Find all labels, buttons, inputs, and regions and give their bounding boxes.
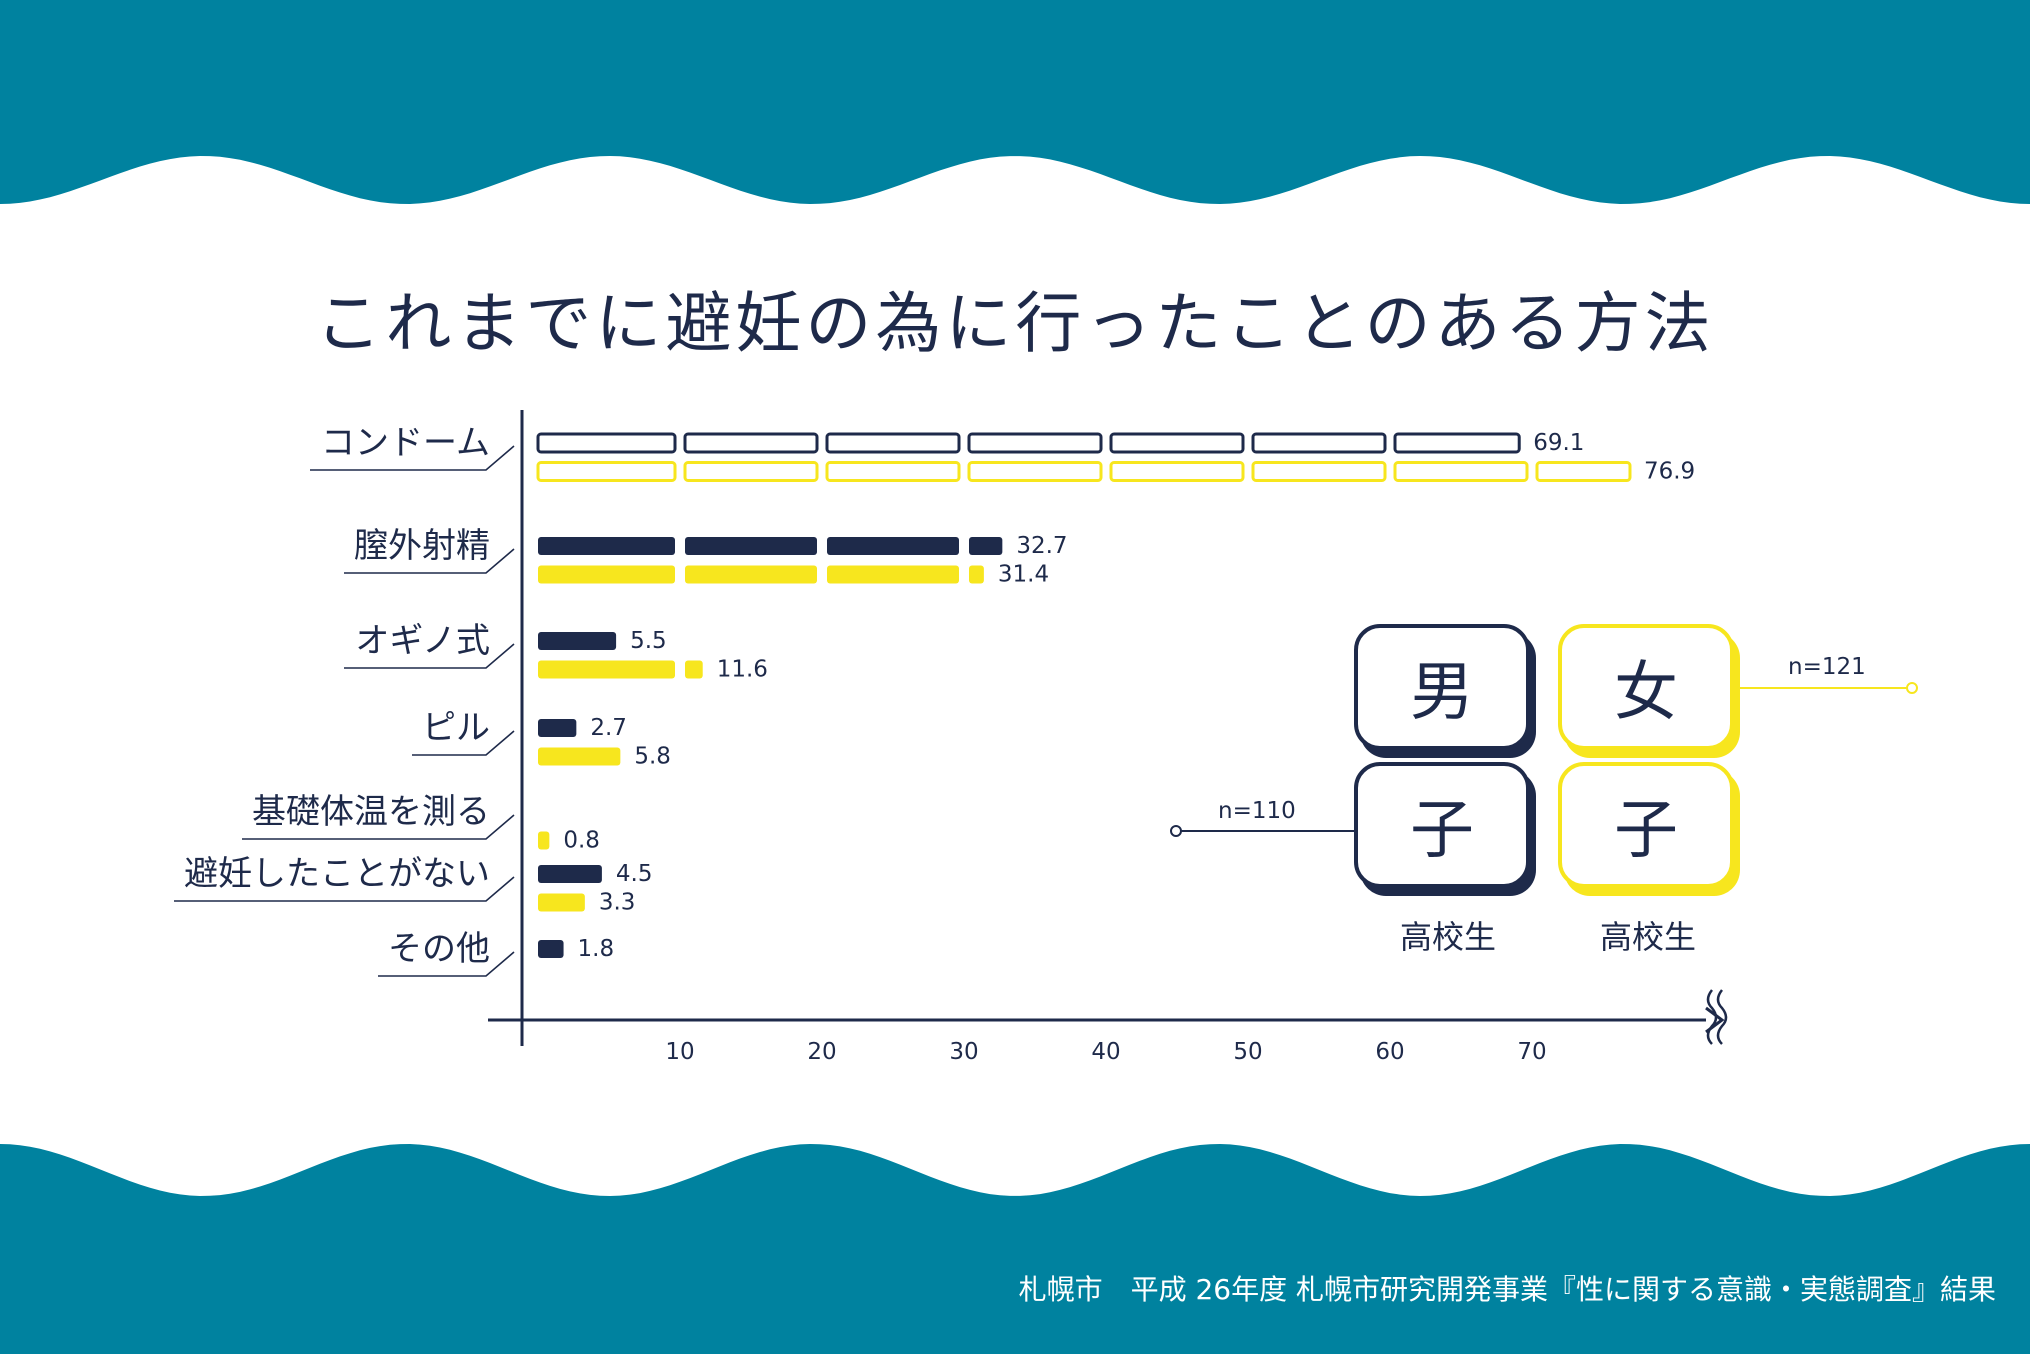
value-label-female: 11.6 [717, 657, 768, 683]
bar-male [1109, 432, 1245, 454]
bar-male [538, 632, 617, 650]
chart-title: これまでに避妊の為に行ったことのある方法 [315, 285, 1715, 362]
bar-male [538, 537, 675, 555]
bottom-wave [0, 1144, 2030, 1354]
category-label: 膣外射精 [354, 526, 490, 566]
bar-female [683, 461, 819, 482]
bar-male [536, 432, 677, 454]
bar-male [967, 432, 1103, 454]
bar-female [1251, 461, 1387, 482]
x-tick-label: 70 [1517, 1039, 1546, 1065]
category-leader-line [242, 814, 515, 840]
axis-break-mark [1706, 989, 1728, 1045]
value-label-male: 1.8 [578, 936, 615, 962]
legend-female-box-2: 子 [1558, 762, 1734, 888]
value-label-female: 3.3 [599, 890, 636, 916]
bar-female [827, 565, 959, 584]
bar-female [1535, 461, 1632, 482]
bar-male [685, 537, 817, 555]
value-label-female: 31.4 [998, 562, 1049, 588]
bar-female [536, 461, 677, 482]
legend-male-sub: 高校生 [1399, 918, 1496, 956]
legend-male-n: n=110 [1218, 798, 1296, 824]
legend-male-char1: 男 [1410, 656, 1474, 730]
legend-male-box-2: 子 [1354, 762, 1530, 888]
bar-female [825, 461, 961, 482]
legend-female-sub: 高校生 [1599, 918, 1696, 956]
x-tick-label: 50 [1233, 1039, 1262, 1065]
bar-male [538, 940, 564, 958]
category-label: オギノ式 [355, 621, 490, 661]
bar-male [538, 719, 577, 737]
category-leader-line [412, 730, 515, 756]
x-tick-label: 10 [665, 1039, 694, 1065]
value-label-female: 76.9 [1644, 459, 1695, 485]
legend-female-char2: 子 [1614, 794, 1678, 868]
category-leader-line [310, 445, 515, 471]
value-label-female: 0.8 [563, 828, 600, 854]
top-wave [0, 0, 2030, 204]
x-tick-label: 20 [807, 1039, 836, 1065]
legend-female-connector-dot [1906, 682, 1918, 694]
bar-male [683, 432, 819, 454]
legend-male-box-1: 男 [1354, 624, 1530, 750]
bar-female [1109, 461, 1245, 482]
bar-male [1251, 432, 1387, 454]
x-tick-label: 30 [949, 1039, 978, 1065]
category-leader-line [378, 951, 515, 977]
category-label: コンドーム [321, 423, 490, 463]
category-leader-line [344, 643, 515, 669]
value-label-female: 5.8 [634, 744, 671, 770]
bar-male [969, 537, 1003, 555]
legend-female-char1: 女 [1614, 656, 1678, 730]
bar-female [538, 893, 585, 912]
bar-female [538, 660, 675, 679]
value-label-male: 4.5 [616, 861, 653, 887]
bar-male [827, 537, 959, 555]
value-label-male: 32.7 [1016, 533, 1067, 559]
legend-female-n: n=121 [1788, 654, 1866, 680]
category-label: その他 [388, 929, 490, 969]
category-label: 避妊したことがない [184, 854, 490, 894]
bar-female [538, 747, 621, 766]
legend-male-char2: 子 [1410, 794, 1474, 868]
value-label-male: 69.1 [1533, 430, 1584, 456]
bar-female [685, 660, 703, 679]
bar-female [1393, 461, 1529, 482]
category-label: ピル [422, 708, 490, 748]
bar-male [538, 865, 602, 883]
category-leader-line [344, 548, 515, 574]
bar-male [825, 432, 961, 454]
bar-female [538, 831, 550, 850]
category-leader-line [174, 876, 515, 902]
x-tick-label: 60 [1375, 1039, 1404, 1065]
bar-male [1393, 432, 1521, 454]
legend-male-connector-dot [1170, 825, 1182, 837]
bar-female [685, 565, 817, 584]
category-label: 基礎体温を測る [252, 792, 490, 832]
bar-female [538, 565, 675, 584]
value-label-male: 5.5 [630, 628, 667, 654]
x-tick-label: 40 [1091, 1039, 1120, 1065]
value-label-male: 2.7 [590, 715, 627, 741]
legend-female-box-1: 女 [1558, 624, 1734, 750]
bar-female [967, 461, 1103, 482]
bar-female [969, 565, 984, 584]
source-note: 札幌市 平成 26年度 札幌市研究開発事業『性に関する意識・実態調査』結果 [1018, 1273, 1996, 1306]
